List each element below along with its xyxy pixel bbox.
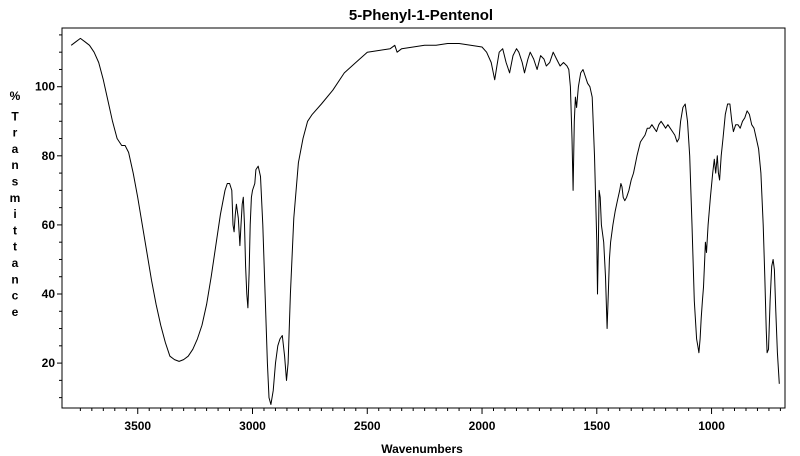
chart-title: 5-Phenyl-1-Pentenol: [349, 7, 493, 24]
y-axis-label-char: c: [12, 289, 19, 303]
y-axis-label-char: t: [13, 223, 17, 237]
x-axis-label: Wavenumbers: [381, 442, 463, 456]
y-tick-label: 80: [42, 149, 56, 163]
x-tick-label: 3500: [124, 419, 151, 433]
x-tick-label: 1000: [698, 419, 725, 433]
series-group: [70, 37, 780, 405]
y-tick-label: 40: [42, 287, 56, 301]
y-axis-label-char: a: [12, 142, 19, 156]
y-axis-label-char: i: [13, 207, 16, 221]
y-axis-label-char: s: [12, 175, 19, 189]
x-axis: 3500 3000 2500 2000 1500 1000: [79, 408, 781, 433]
x-tick-label: 1500: [583, 419, 610, 433]
y-axis-label-char: a: [12, 256, 19, 270]
y-axis: 20 40 60 80 100: [35, 34, 62, 399]
spectrum-line: [70, 37, 780, 405]
y-axis-label-char: T: [11, 109, 19, 123]
y-tick-label: 20: [42, 356, 56, 370]
x-tick-label: 2000: [469, 419, 496, 433]
x-tick-label: 2500: [354, 419, 381, 433]
plot-frame: [61, 27, 786, 409]
y-axis-label-char: e: [12, 305, 19, 319]
y-tick-label: 60: [42, 218, 56, 232]
y-axis-label-char: %: [10, 89, 21, 103]
y-axis-label-char: m: [10, 191, 21, 205]
x-tick-label: 3000: [239, 419, 266, 433]
y-axis-label-char: r: [13, 126, 18, 140]
y-axis-label-char: t: [13, 240, 17, 254]
y-axis-label-char: n: [11, 272, 18, 286]
y-tick-label: 100: [35, 80, 55, 94]
y-axis-label-char: n: [11, 158, 18, 172]
